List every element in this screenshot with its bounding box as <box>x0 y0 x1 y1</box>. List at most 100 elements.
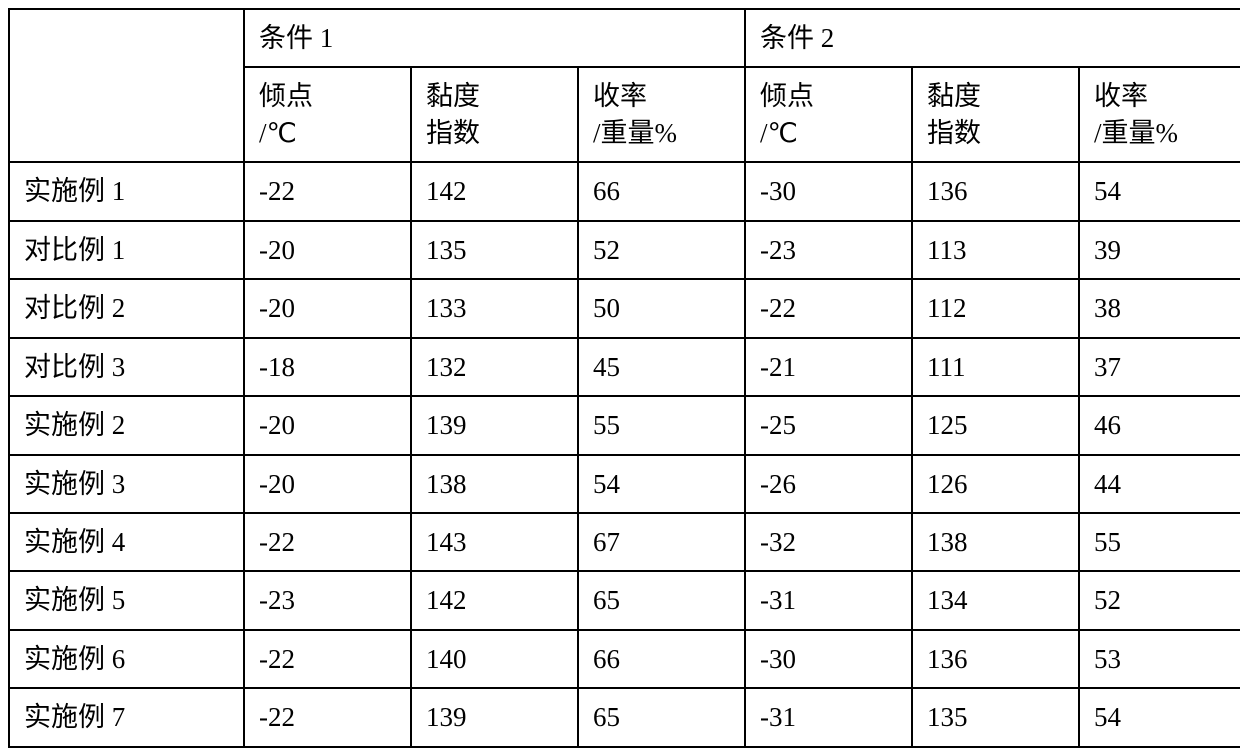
table-row: 实施例 1 -22 142 66 -30 136 54 <box>9 162 1240 220</box>
row-label: 对比例 3 <box>9 338 244 396</box>
cell-c2-yield: 54 <box>1079 162 1240 220</box>
header-row-1: 条件 1 条件 2 <box>9 9 1240 67</box>
cell-c2-visc: 126 <box>912 455 1079 513</box>
cell-c2-visc: 138 <box>912 513 1079 571</box>
cell-c2-yield: 38 <box>1079 279 1240 337</box>
cell-c1-visc: 133 <box>411 279 578 337</box>
cell-c2-pour: -22 <box>745 279 912 337</box>
cell-c2-pour: -32 <box>745 513 912 571</box>
table-row: 实施例 7 -22 139 65 -31 135 54 <box>9 688 1240 746</box>
header-c2-pour: 倾点 /℃ <box>745 67 912 162</box>
cell-c1-visc: 135 <box>411 221 578 279</box>
cell-c1-pour: -20 <box>244 279 411 337</box>
cell-c2-pour: -31 <box>745 688 912 746</box>
table-row: 实施例 5 -23 142 65 -31 134 52 <box>9 571 1240 629</box>
header-c1-yield: 收率 /重量% <box>578 67 745 162</box>
cell-c2-yield: 52 <box>1079 571 1240 629</box>
cell-c1-yield: 55 <box>578 396 745 454</box>
cell-c1-yield: 54 <box>578 455 745 513</box>
cell-c1-pour: -22 <box>244 688 411 746</box>
cell-c2-visc: 134 <box>912 571 1079 629</box>
cell-c2-yield: 53 <box>1079 630 1240 688</box>
cell-c2-yield: 44 <box>1079 455 1240 513</box>
cell-c2-visc: 136 <box>912 162 1079 220</box>
cell-c1-yield: 67 <box>578 513 745 571</box>
cell-c1-pour: -22 <box>244 630 411 688</box>
cell-c2-pour: -30 <box>745 162 912 220</box>
table-row: 对比例 2 -20 133 50 -22 112 38 <box>9 279 1240 337</box>
cell-c1-pour: -20 <box>244 455 411 513</box>
cell-c2-yield: 46 <box>1079 396 1240 454</box>
header-c2-pour-l2: /℃ <box>760 115 897 151</box>
cell-c2-visc: 112 <box>912 279 1079 337</box>
cell-c2-pour: -25 <box>745 396 912 454</box>
row-label: 对比例 1 <box>9 221 244 279</box>
table-row: 实施例 6 -22 140 66 -30 136 53 <box>9 630 1240 688</box>
cell-c1-visc: 142 <box>411 162 578 220</box>
header-c2-visc-l2: 指数 <box>927 115 1064 151</box>
cell-c2-pour: -26 <box>745 455 912 513</box>
header-c1-pour: 倾点 /℃ <box>244 67 411 162</box>
cell-c2-yield: 54 <box>1079 688 1240 746</box>
header-c2-visc-l1: 黏度 <box>927 78 1064 114</box>
cell-c1-pour: -20 <box>244 396 411 454</box>
row-label: 实施例 5 <box>9 571 244 629</box>
table-row: 实施例 2 -20 139 55 -25 125 46 <box>9 396 1240 454</box>
cell-c1-visc: 140 <box>411 630 578 688</box>
header-blank <box>9 9 244 162</box>
row-label: 实施例 7 <box>9 688 244 746</box>
cell-c2-visc: 135 <box>912 688 1079 746</box>
cell-c2-pour: -21 <box>745 338 912 396</box>
header-c1-visc-l2: 指数 <box>426 115 563 151</box>
cell-c2-visc: 125 <box>912 396 1079 454</box>
cell-c2-yield: 39 <box>1079 221 1240 279</box>
data-table: 条件 1 条件 2 倾点 /℃ 黏度 指数 收率 /重量% 倾点 /℃ 黏度 指… <box>8 8 1240 748</box>
header-c2-yield: 收率 /重量% <box>1079 67 1240 162</box>
row-label: 实施例 6 <box>9 630 244 688</box>
cell-c1-pour: -18 <box>244 338 411 396</box>
header-c1-visc: 黏度 指数 <box>411 67 578 162</box>
cell-c1-yield: 65 <box>578 571 745 629</box>
cell-c1-yield: 45 <box>578 338 745 396</box>
header-c1-pour-l2: /℃ <box>259 115 396 151</box>
cell-c2-yield: 37 <box>1079 338 1240 396</box>
cell-c2-pour: -31 <box>745 571 912 629</box>
table-row: 实施例 4 -22 143 67 -32 138 55 <box>9 513 1240 571</box>
table-row: 对比例 3 -18 132 45 -21 111 37 <box>9 338 1240 396</box>
cell-c1-visc: 139 <box>411 688 578 746</box>
row-label: 实施例 2 <box>9 396 244 454</box>
header-c1-visc-l1: 黏度 <box>426 78 563 114</box>
cell-c1-pour: -23 <box>244 571 411 629</box>
cell-c1-visc: 138 <box>411 455 578 513</box>
table-body: 实施例 1 -22 142 66 -30 136 54 对比例 1 -20 13… <box>9 162 1240 746</box>
cell-c2-visc: 113 <box>912 221 1079 279</box>
header-c1-yield-l1: 收率 <box>593 78 730 114</box>
header-c2-pour-l1: 倾点 <box>760 78 897 114</box>
table-row: 实施例 3 -20 138 54 -26 126 44 <box>9 455 1240 513</box>
row-label: 实施例 3 <box>9 455 244 513</box>
cell-c2-pour: -30 <box>745 630 912 688</box>
row-label: 对比例 2 <box>9 279 244 337</box>
header-c1-pour-l1: 倾点 <box>259 78 396 114</box>
cell-c1-pour: -22 <box>244 513 411 571</box>
header-cond2: 条件 2 <box>745 9 1240 67</box>
cell-c1-yield: 50 <box>578 279 745 337</box>
cell-c2-pour: -23 <box>745 221 912 279</box>
header-cond1: 条件 1 <box>244 9 745 67</box>
cell-c2-visc: 111 <box>912 338 1079 396</box>
cell-c2-visc: 136 <box>912 630 1079 688</box>
cell-c1-yield: 52 <box>578 221 745 279</box>
cell-c2-yield: 55 <box>1079 513 1240 571</box>
cell-c1-visc: 132 <box>411 338 578 396</box>
cell-c1-yield: 66 <box>578 162 745 220</box>
cell-c1-visc: 139 <box>411 396 578 454</box>
header-c2-yield-l1: 收率 <box>1094 78 1231 114</box>
header-c1-yield-l2: /重量% <box>593 115 730 151</box>
row-label: 实施例 4 <box>9 513 244 571</box>
cell-c1-yield: 66 <box>578 630 745 688</box>
header-c2-yield-l2: /重量% <box>1094 115 1231 151</box>
cell-c1-visc: 143 <box>411 513 578 571</box>
cell-c1-pour: -20 <box>244 221 411 279</box>
cell-c1-yield: 65 <box>578 688 745 746</box>
cell-c1-visc: 142 <box>411 571 578 629</box>
